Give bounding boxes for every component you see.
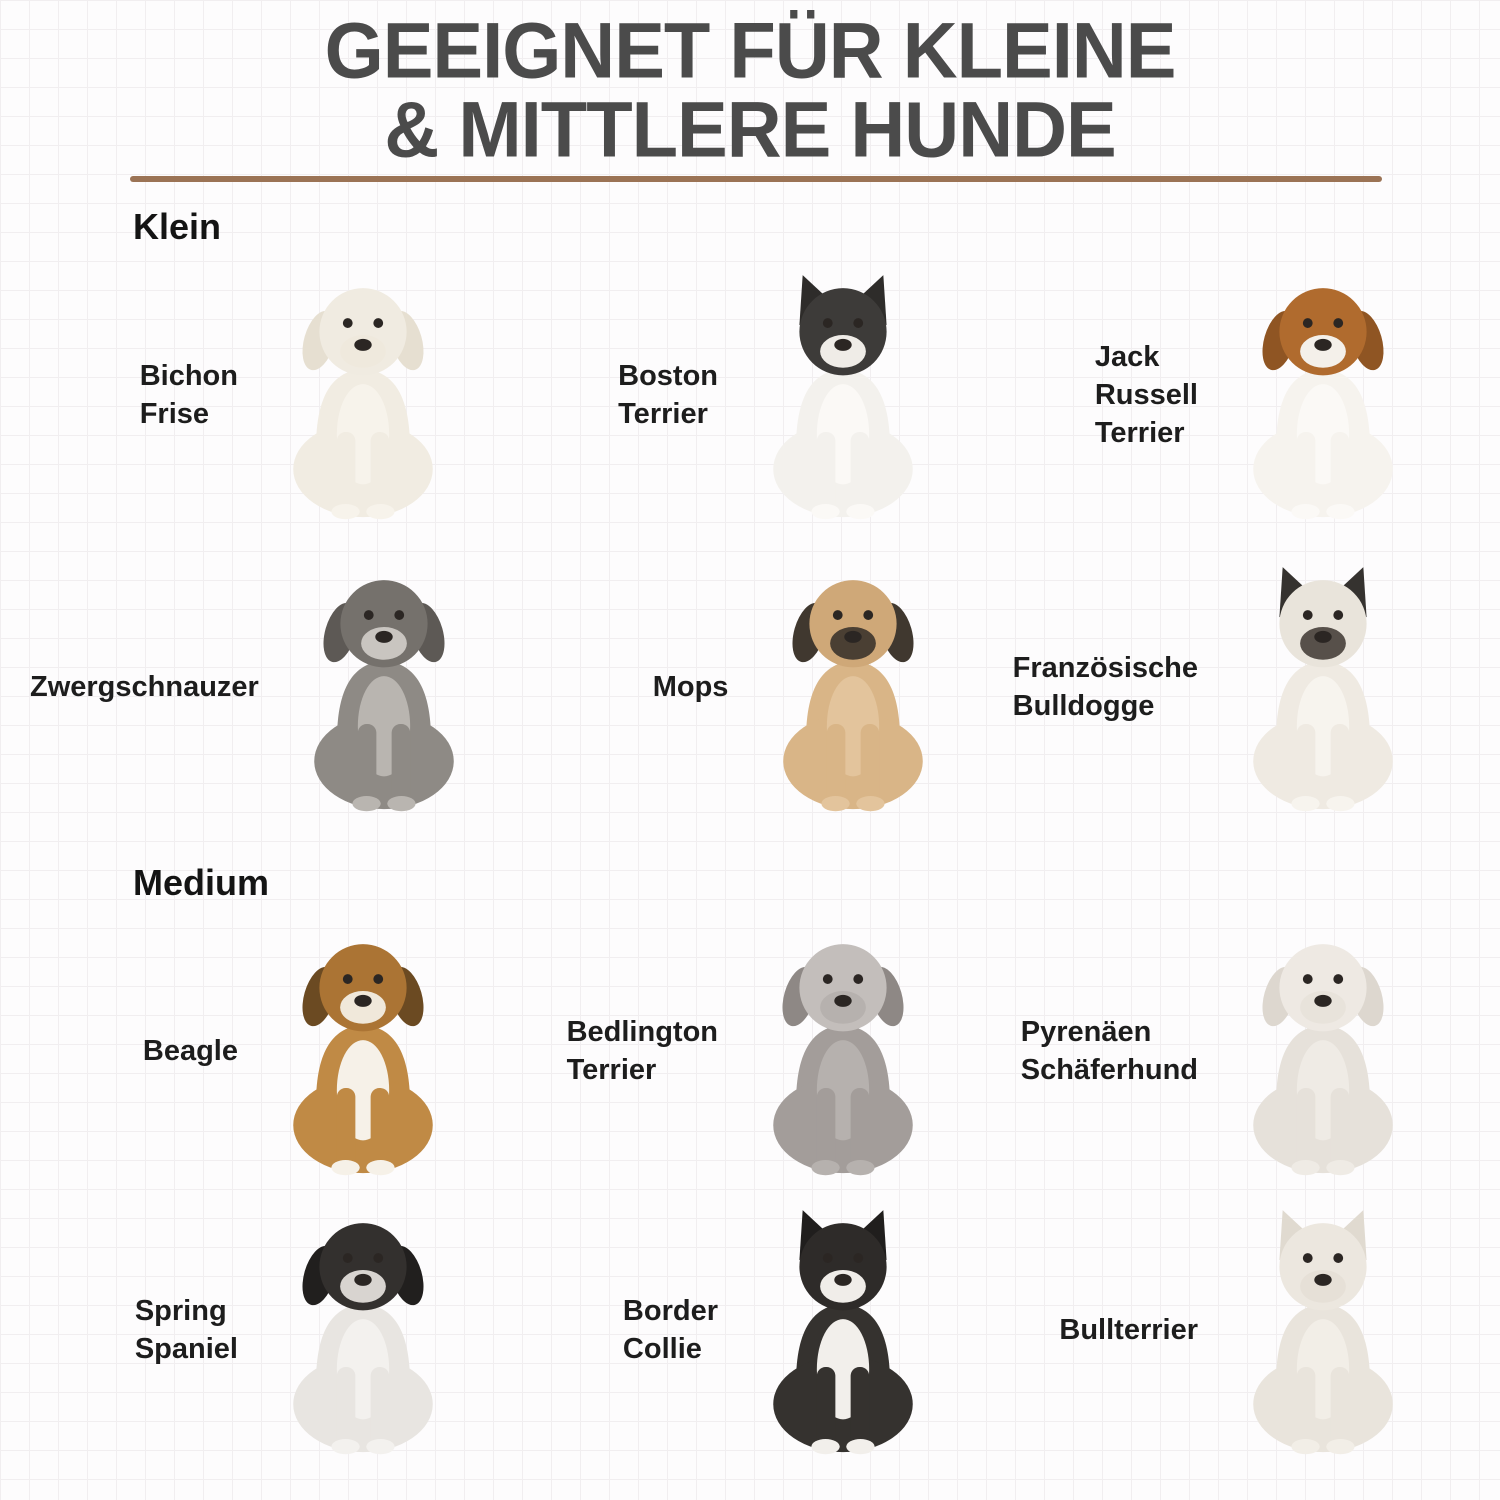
breed-row-medium-1: Beagle Bedlington Terrier Pyrenäen Schäf… [0, 906, 1500, 1196]
breed-card-bichon-frise: Bichon Frise [30, 250, 510, 540]
dog-image-bedlington-terrier [734, 924, 952, 1178]
breed-label-boston-terrier: Boston Terrier [618, 359, 718, 430]
breed-card-pyrenaeen-schaeferhund: Pyrenäen Schäferhund [990, 906, 1470, 1196]
dog-image-boston-terrier [734, 268, 952, 522]
dog-image-franzoesische-bulldogge [1214, 560, 1432, 814]
breed-label-franzoesische-bulldogge: Französische Bulldogge [1012, 651, 1198, 722]
section-heading-medium: Medium [133, 862, 270, 903]
breed-label-bedlington-terrier: Bedlington Terrier [566, 1015, 718, 1086]
dog-image-zwergschnauzer [275, 560, 493, 814]
breed-label-mops: Mops [652, 670, 729, 703]
dog-image-jack-russell-terrier [1214, 268, 1432, 522]
breed-card-spring-spaniel: Spring Spaniel [30, 1198, 510, 1462]
dog-image-border-collie [734, 1203, 952, 1457]
breed-card-bullterrier: Bullterrier [990, 1198, 1470, 1462]
breed-card-beagle: Beagle [30, 906, 510, 1196]
dog-image-pyrenaeen-schaeferhund [1214, 924, 1432, 1178]
dog-image-bichon-frise [254, 268, 472, 522]
breed-label-spring-spaniel: Spring Spaniel [134, 1294, 238, 1365]
breed-row-klein-2: Zwergschnauzer Mops Französische Bulldog… [0, 542, 1500, 832]
breed-row-klein-1: Bichon Frise Boston Terrier Jack Russell… [0, 250, 1500, 540]
breed-card-border-collie: Border Collie [510, 1198, 990, 1462]
breed-label-bullterrier: Bullterrier [1059, 1313, 1198, 1346]
breed-row-medium-2: Spring Spaniel Border Collie Bullterrier [0, 1198, 1500, 1462]
dog-image-beagle [254, 924, 472, 1178]
title-divider [130, 176, 1382, 182]
breed-card-zwergschnauzer: Zwergschnauzer [30, 542, 531, 832]
breed-card-jack-russell-terrier: Jack Russell Terrier [990, 250, 1470, 540]
breed-label-pyrenaeen-schaeferhund: Pyrenäen Schäferhund [1020, 1015, 1198, 1086]
breed-label-jack-russell-terrier: Jack Russell Terrier [1094, 340, 1198, 450]
page-title-line-2: & MITTLERE HUNDE [384, 85, 1116, 175]
breed-card-bedlington-terrier: Bedlington Terrier [510, 906, 990, 1196]
section-heading-klein: Klein [133, 206, 222, 247]
dog-image-mops [744, 560, 962, 814]
breed-label-zwergschnauzer: Zwergschnauzer [30, 670, 259, 703]
breed-label-bichon-frise: Bichon Frise [139, 359, 238, 430]
dog-image-spring-spaniel [254, 1203, 472, 1457]
page-title-line-1: GEEIGNET FÜR KLEINE [324, 6, 1177, 96]
breed-label-beagle: Beagle [142, 1034, 238, 1067]
dog-image-bullterrier [1214, 1203, 1432, 1457]
breed-card-mops: Mops [531, 542, 1001, 832]
breed-card-franzoesische-bulldogge: Französische Bulldogge [1000, 542, 1470, 832]
breed-card-boston-terrier: Boston Terrier [510, 250, 990, 540]
breed-label-border-collie: Border Collie [622, 1294, 718, 1365]
page-title: GEEIGNET FÜR KLEINE & MITTLERE HUNDE [0, 6, 1500, 175]
